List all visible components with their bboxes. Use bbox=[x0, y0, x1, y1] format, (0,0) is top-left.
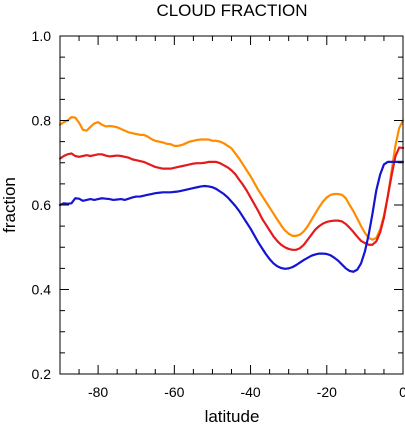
plot-frame bbox=[59, 35, 404, 375]
y-tick-label: 0.8 bbox=[32, 113, 52, 129]
x-tick-label: -40 bbox=[240, 384, 260, 400]
x-tick-label: -20 bbox=[317, 384, 337, 400]
y-tick-label: 0.6 bbox=[32, 197, 52, 213]
series-line-1 bbox=[58, 116, 405, 241]
series-line-3 bbox=[58, 160, 405, 273]
series-line-2 bbox=[58, 146, 405, 251]
axis-layer: -80 -60 -40 -20 0 0.2 0.4 0.6 0.8 1.0 bbox=[32, 28, 405, 400]
x-tick-label: 0 bbox=[399, 384, 405, 400]
x-tick-label: -60 bbox=[164, 384, 184, 400]
series-layer bbox=[58, 116, 405, 273]
y-tick-label: 1.0 bbox=[32, 28, 52, 44]
chart-title: CLOUD FRACTION bbox=[156, 1, 307, 20]
y-tick-label: 0.2 bbox=[32, 366, 52, 382]
x-axis-label: latitude bbox=[205, 407, 260, 426]
y-axis-label: fraction bbox=[0, 177, 19, 233]
x-tick-label: -80 bbox=[88, 384, 108, 400]
y-tick-label: 0.4 bbox=[32, 282, 52, 298]
